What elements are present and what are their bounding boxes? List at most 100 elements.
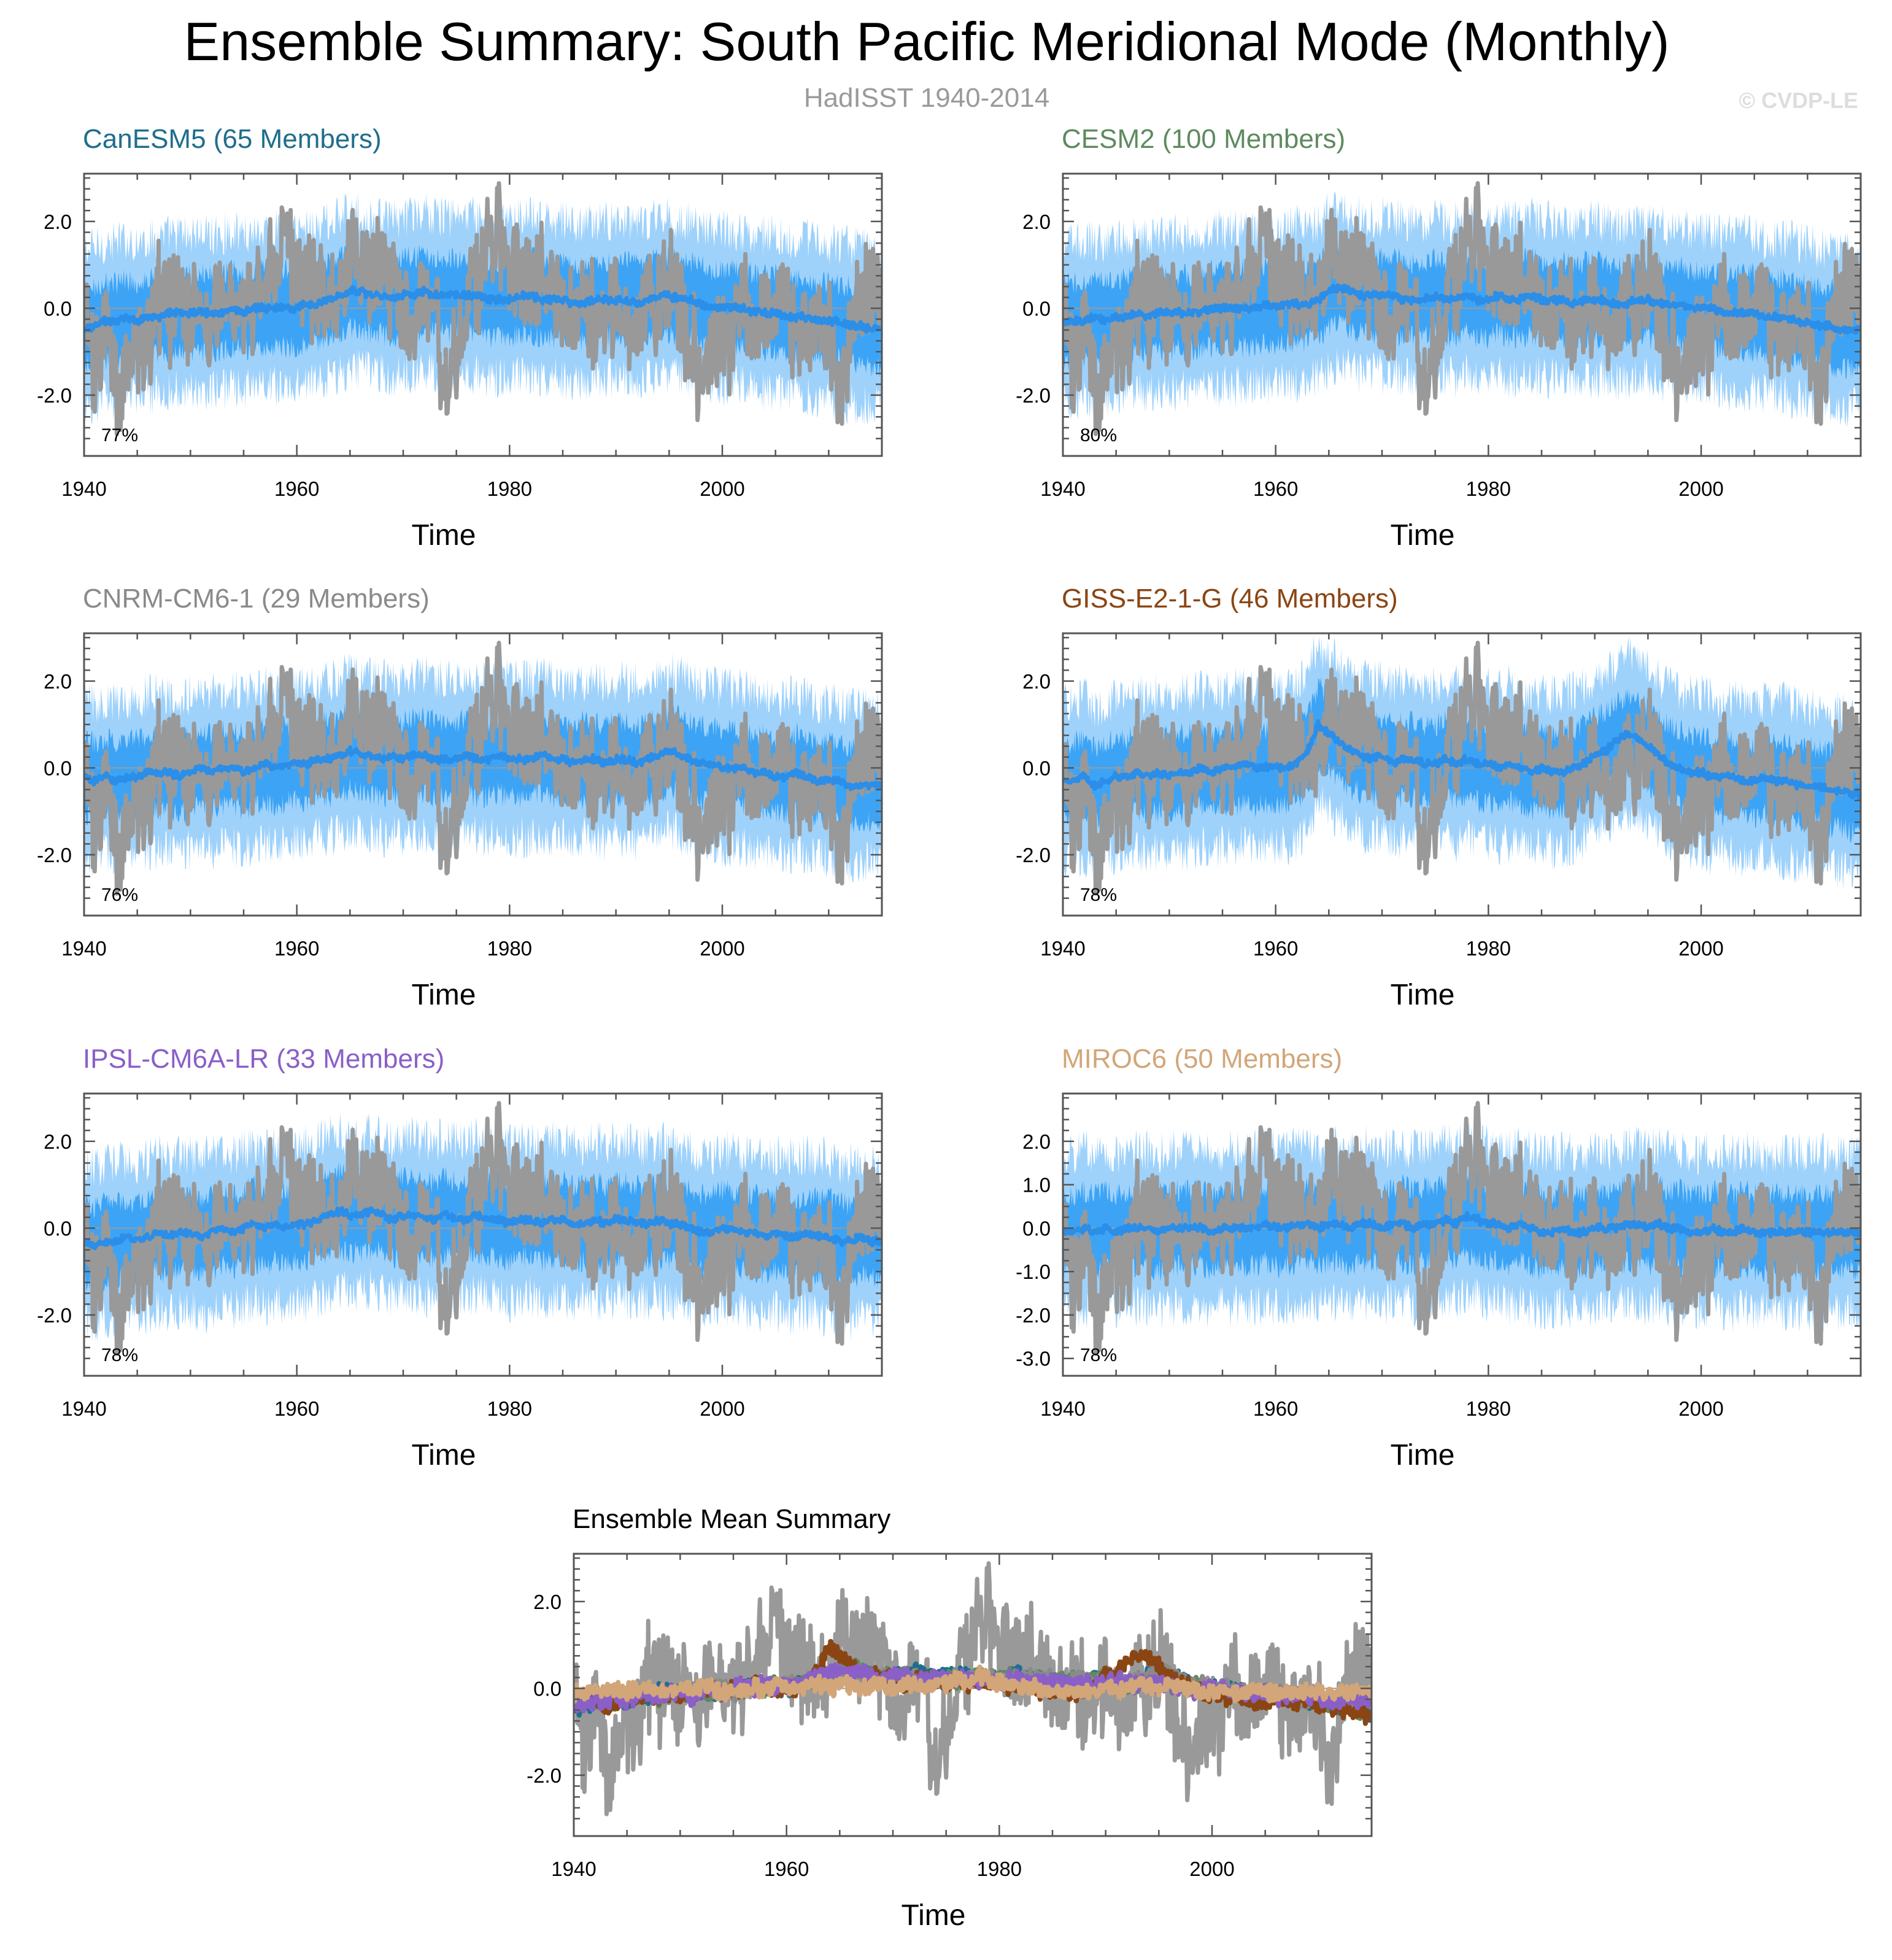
plot-frame <box>83 1092 883 1377</box>
panel-3: CNRM-CM6-1 (29 Members) 2.0 0.0 -2.0 1940 196… <box>37 584 883 1011</box>
y-tick-label: 2.0 <box>1022 670 1051 693</box>
mean-series-line <box>1063 283 1861 335</box>
y-tick-label: 0.0 <box>44 1217 72 1240</box>
mean-series-line <box>574 1664 1372 1704</box>
observed-series-line <box>84 1101 882 1356</box>
x-tick-label: 1980 <box>977 1858 1022 1880</box>
x-axis-title: Time <box>1391 519 1455 552</box>
x-tick-label: 1960 <box>274 937 319 960</box>
panel-2: CESM2 (100 Members) 2.0 0.0 -2.0 1940 1960 198… <box>1016 124 1862 552</box>
x-tick-label: 1980 <box>1466 937 1511 960</box>
plot-frame <box>83 172 883 457</box>
panel-title: MIROC6 (50 Members) <box>1062 1044 1342 1074</box>
plot-area <box>1063 1101 1861 1356</box>
y-tick-label: 0.0 <box>533 1677 562 1700</box>
panel-title: GISS-E2-1-G (46 Members) <box>1062 584 1398 614</box>
y-tick-label: -2.0 <box>1016 1304 1051 1327</box>
plot-area <box>84 1101 882 1356</box>
x-tick-label: 2000 <box>1678 937 1723 960</box>
plot-area <box>84 181 882 436</box>
observed-series-line <box>574 1561 1372 1816</box>
x-tick-label: 1940 <box>1040 937 1085 960</box>
plot-area <box>1063 181 1861 436</box>
panel-7: Ensemble Mean Summary 2.0 0.0 -2.0 1940 1960 1… <box>527 1504 1373 1932</box>
x-axis-title: Time <box>1391 979 1455 1011</box>
mean-series-line <box>84 1206 882 1251</box>
agreement-percent-label: 80% <box>1080 425 1117 446</box>
plot-frame <box>573 1553 1373 1837</box>
agreement-percent-label: 78% <box>101 1345 138 1365</box>
mean-series-line <box>84 285 882 334</box>
y-tick-label: -2.0 <box>37 384 72 407</box>
x-tick-label: 1960 <box>1253 937 1298 960</box>
mean-series-line <box>84 745 882 792</box>
x-tick-label: 2000 <box>1189 1858 1234 1880</box>
y-tick-label: 2.0 <box>1022 1130 1051 1153</box>
y-tick-label: 0.0 <box>44 297 72 320</box>
plot-frame <box>1062 632 1862 917</box>
x-tick-label: 1960 <box>274 477 319 500</box>
y-tick-label: 2.0 <box>1022 210 1051 233</box>
y-tick-label: -2.0 <box>1016 384 1051 407</box>
panel-6: MIROC6 (50 Members) 2.0 1.0 0.0 -1.0 -2.0 -3.0… <box>1016 1044 1862 1472</box>
plot-frame <box>1062 172 1862 457</box>
mean-series-line <box>1063 1211 1861 1239</box>
plot-frame <box>83 632 883 917</box>
x-tick-label: 1940 <box>1040 1397 1085 1420</box>
y-tick-label: -2.0 <box>527 1764 562 1787</box>
panels-group: CanESM5 (65 Members) 2.0 0.0 -2.0 1940 1960 19… <box>37 124 1862 1932</box>
x-axis-title: Time <box>412 519 476 552</box>
y-tick-label: -2.0 <box>37 844 72 866</box>
mean-series-line <box>1063 719 1861 800</box>
y-tick-label: -3.0 <box>1016 1348 1051 1370</box>
observed-series-line <box>1063 1101 1861 1356</box>
observed-series-line <box>1063 641 1861 896</box>
x-tick-label: 2000 <box>700 1397 744 1420</box>
plot-frame <box>1062 1092 1862 1377</box>
plot-area <box>1063 635 1861 896</box>
x-tick-label: 1980 <box>487 937 532 960</box>
panel-title: Ensemble Mean Summary <box>573 1504 890 1534</box>
x-axis-title: Time <box>412 1439 476 1472</box>
y-tick-label: -2.0 <box>37 1304 72 1327</box>
agreement-percent-label: 78% <box>1080 885 1117 905</box>
y-tick-label: -2.0 <box>1016 844 1051 866</box>
x-tick-label: 1940 <box>61 937 106 960</box>
y-tick-label: 2.0 <box>44 1130 72 1153</box>
observed-series-line <box>84 641 882 896</box>
panel-title: CNRM-CM6-1 (29 Members) <box>83 584 430 614</box>
x-tick-label: 1960 <box>1253 477 1298 500</box>
y-tick-label: 1.0 <box>1022 1174 1051 1197</box>
panel-1: CanESM5 (65 Members) 2.0 0.0 -2.0 1940 1960 19… <box>37 124 883 552</box>
y-tick-label: 2.0 <box>44 210 72 233</box>
agreement-percent-label: 77% <box>101 425 138 446</box>
x-tick-label: 1940 <box>551 1858 596 1880</box>
x-tick-label: 2000 <box>1678 1397 1723 1420</box>
plot-area <box>84 641 882 896</box>
y-tick-label: 0.0 <box>1022 297 1051 320</box>
x-tick-label: 1980 <box>1466 477 1511 500</box>
panel-title: CESM2 (100 Members) <box>1062 124 1345 154</box>
y-tick-label: 0.0 <box>44 757 72 779</box>
x-tick-label: 2000 <box>700 937 744 960</box>
observed-series-line <box>1063 181 1861 436</box>
x-tick-label: 1940 <box>61 477 106 500</box>
x-axis-title: Time <box>412 979 476 1011</box>
x-tick-label: 1940 <box>61 1397 106 1420</box>
x-tick-label: 2000 <box>700 477 744 500</box>
x-tick-label: 1960 <box>764 1858 809 1880</box>
panel-4: GISS-E2-1-G (46 Members) 2.0 0.0 -2.0 1940 19… <box>1016 584 1862 1011</box>
observed-series-line <box>84 181 882 436</box>
x-tick-label: 1960 <box>1253 1397 1298 1420</box>
x-tick-label: 1960 <box>274 1397 319 1420</box>
credit-label: © CVDP-LE <box>1739 88 1858 113</box>
x-tick-label: 1980 <box>1466 1397 1511 1420</box>
x-tick-label: 1980 <box>487 1397 532 1420</box>
x-tick-label: 1980 <box>487 477 532 500</box>
x-tick-label: 1940 <box>1040 477 1085 500</box>
agreement-percent-label: 76% <box>101 885 138 905</box>
y-tick-label: 2.0 <box>533 1591 562 1613</box>
x-axis-title: Time <box>1391 1439 1455 1472</box>
sub-title: HadISST 1940-2014 <box>804 83 1049 113</box>
panel-title: IPSL-CM6A-LR (33 Members) <box>83 1044 444 1074</box>
